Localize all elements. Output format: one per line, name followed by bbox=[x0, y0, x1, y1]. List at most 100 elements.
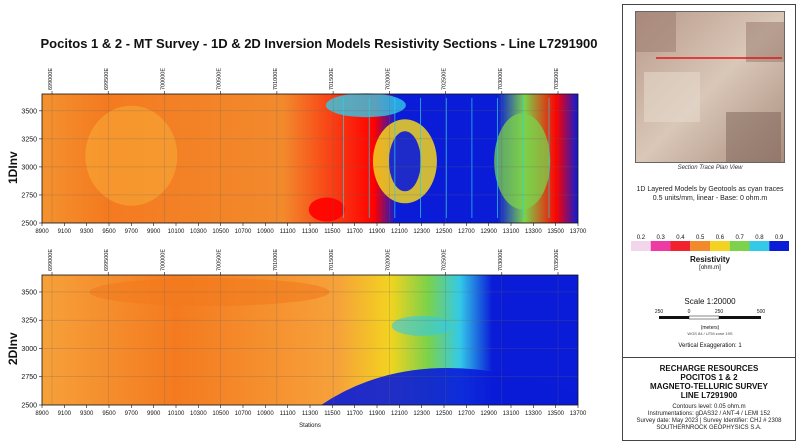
x-tick-label: 11500 bbox=[324, 229, 341, 235]
section-2d-panel: 699000E 699500E 700000E 700500E 701000E 70150… bbox=[0, 249, 600, 429]
x-tick-label: 10900 bbox=[257, 411, 274, 417]
easting-tick-label: 699500E bbox=[104, 68, 110, 90]
colorbar-swatch bbox=[670, 241, 691, 251]
easting-tick-label: 703000E bbox=[498, 68, 504, 90]
x-tick-label: 10900 bbox=[257, 229, 274, 235]
easting-tick-label: 702500E bbox=[442, 249, 448, 271]
y-axis-label-2d: 2DInv bbox=[6, 332, 20, 365]
easting-tick-label: 702000E bbox=[385, 249, 391, 271]
x-tick-label: 10500 bbox=[212, 229, 229, 235]
colorbar-swatch bbox=[631, 241, 651, 251]
y-tick-label: 2750 bbox=[21, 374, 37, 381]
x-tick-label: 10700 bbox=[235, 411, 252, 417]
colorbar-tick-label: 0.3 bbox=[656, 235, 665, 241]
x-tick-label: 12500 bbox=[436, 229, 453, 235]
x-tick-label: 12900 bbox=[480, 229, 497, 235]
resistivity-anomaly bbox=[321, 368, 578, 405]
survey-date-note: Survey date: May 2023 | Survey Identifie… bbox=[636, 418, 782, 424]
colorbar-tick-label: 0.4 bbox=[676, 235, 685, 241]
location-map bbox=[635, 11, 785, 163]
x-tick-label: 12900 bbox=[480, 411, 497, 417]
easting-tick-label: 701500E bbox=[329, 249, 335, 271]
x-tick-label: 12700 bbox=[458, 229, 475, 235]
scale-tick-label: 500 bbox=[757, 309, 766, 315]
x-tick-label: 11900 bbox=[369, 229, 386, 235]
easting-tick-label: 699000E bbox=[48, 68, 54, 90]
easting-tick-label: 701000E bbox=[273, 249, 279, 271]
y-tick-label: 2500 bbox=[21, 221, 37, 228]
x-tick-label: 10300 bbox=[190, 229, 207, 235]
scale-tick-label: 0 bbox=[688, 309, 691, 315]
x-tick-label: 12700 bbox=[458, 411, 475, 417]
scale-tick-label: 250 bbox=[715, 309, 724, 315]
colorbar-tick-label: 0.8 bbox=[755, 235, 764, 241]
x-tick-label: 11300 bbox=[302, 229, 319, 235]
x-tick-label: 9100 bbox=[58, 229, 72, 235]
easting-tick-label: 702000E bbox=[385, 68, 391, 90]
easting-tick-label: 703500E bbox=[554, 249, 560, 271]
plot-frame bbox=[41, 274, 579, 406]
scale-segment bbox=[719, 316, 761, 319]
resistivity-anomaly bbox=[85, 105, 178, 206]
section-2d-plot: 699000E 699500E 700000E 700500E 701000E 70150… bbox=[21, 249, 587, 429]
y-tick-label: 2750 bbox=[21, 192, 37, 199]
resistivity-anomaly bbox=[388, 131, 421, 192]
survey-name: MAGNETO-TELLURIC SURVEY bbox=[650, 382, 768, 391]
x-tick-label: 9100 bbox=[58, 411, 72, 417]
x-tick-label: 9300 bbox=[80, 229, 94, 235]
x-tick-label: 8900 bbox=[35, 229, 49, 235]
easting-tick-label: 703000E bbox=[498, 249, 504, 271]
y-tick-label: 3000 bbox=[21, 346, 37, 353]
colorbar-title: Resistivity bbox=[689, 255, 731, 264]
company-name: RECHARGE RESOURCES bbox=[659, 364, 759, 373]
easting-tick-label: 699500E bbox=[104, 249, 110, 271]
x-tick-label: 12100 bbox=[391, 411, 408, 417]
x-tick-label: 10300 bbox=[190, 411, 207, 417]
contractor-note: SOUTHERNROCK GEOPHYSICS S.A. bbox=[656, 425, 762, 431]
y-tick-label: 3500 bbox=[21, 108, 37, 115]
instruments-note: Instrumentations: gDAS32 / ANT-4 / LEMI … bbox=[647, 411, 771, 417]
x-tick-label: 13500 bbox=[547, 411, 564, 417]
y-tick-label: 2500 bbox=[21, 403, 37, 410]
x-tick-label: 11500 bbox=[324, 411, 341, 417]
easting-tick-label: 699000E bbox=[48, 249, 54, 271]
easting-tick-label: 700000E bbox=[160, 249, 166, 271]
contours-note: Contours level: 0.05 ohm.m bbox=[672, 404, 746, 410]
x-tick-label: 9500 bbox=[102, 229, 116, 235]
colorbar-swatch bbox=[729, 241, 750, 251]
colorbar-tick-label: 0.2 bbox=[637, 235, 646, 241]
layer-note: 1D Layered Models by Geotools as cyan tr… bbox=[627, 185, 793, 203]
map-image bbox=[636, 12, 784, 162]
colorbar-swatch bbox=[650, 241, 671, 251]
colorbar-tick-label: 0.6 bbox=[716, 235, 725, 241]
x-tick-label: 13300 bbox=[525, 229, 542, 235]
x-tick-label: 8900 bbox=[35, 411, 49, 417]
project-name: POCITOS 1 & 2 bbox=[680, 373, 738, 382]
resistivity-anomaly bbox=[308, 197, 345, 222]
x-tick-label: 10100 bbox=[168, 411, 185, 417]
x-axis-label: Stations bbox=[299, 423, 321, 429]
x-tick-label: 13100 bbox=[503, 411, 520, 417]
scale-segment bbox=[659, 316, 689, 319]
x-tick-label: 10700 bbox=[235, 229, 252, 235]
x-tick-label: 11100 bbox=[280, 411, 296, 417]
x-tick-label: 13100 bbox=[503, 229, 520, 235]
x-tick-label: 9900 bbox=[147, 229, 161, 235]
x-tick-label: 9300 bbox=[80, 411, 94, 417]
x-tick-label: 9700 bbox=[125, 411, 139, 417]
section-1d-panel: 699000E 699500E 700000E 700500E 701000E 70150… bbox=[0, 58, 600, 238]
section-1d-plot: 699000E 699500E 700000E 700500E 701000E 70150… bbox=[21, 68, 587, 235]
map-caption: Section Trace Plan View bbox=[677, 165, 743, 171]
x-tick-label: 11900 bbox=[369, 411, 386, 417]
colorbar-swatch bbox=[749, 241, 770, 251]
easting-tick-label: 703500E bbox=[554, 68, 560, 90]
x-tick-label: 9700 bbox=[125, 229, 139, 235]
x-tick-label: 13700 bbox=[570, 411, 587, 417]
x-tick-label: 9500 bbox=[102, 411, 116, 417]
y-tick-label: 3250 bbox=[21, 136, 37, 143]
x-tick-label: 9900 bbox=[147, 411, 161, 417]
x-tick-label: 12500 bbox=[436, 411, 453, 417]
x-tick-label: 11100 bbox=[280, 229, 296, 235]
easting-tick-label: 701000E bbox=[273, 68, 279, 90]
layer-note-line-1: 1D Layered Models by Geotools as cyan tr… bbox=[636, 186, 784, 193]
